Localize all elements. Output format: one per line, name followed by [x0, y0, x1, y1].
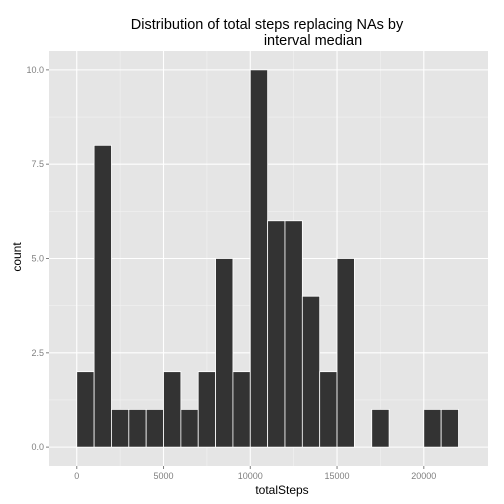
chart-title-line-1: Distribution of total steps replacing NA…	[131, 17, 404, 33]
y-tick-label: 0.0	[31, 442, 44, 452]
histogram-bar	[232, 371, 251, 448]
histogram-bar	[128, 409, 147, 448]
y-tick-label: 2.5	[31, 348, 44, 358]
histogram-bar	[163, 371, 182, 448]
x-tick-label: 5000	[154, 471, 174, 481]
histogram-bar	[197, 371, 216, 448]
histogram-bars	[76, 69, 459, 448]
histogram-bar	[440, 409, 459, 448]
histogram-bar	[215, 258, 234, 448]
histogram-bar	[111, 409, 130, 448]
x-axis-title: totalSteps	[255, 483, 308, 497]
y-tick-label: 7.5	[31, 159, 44, 169]
histogram-bar	[145, 409, 164, 448]
x-axis-ticks: 0 5000 10000 15000 20000	[74, 466, 436, 481]
x-tick-label: 0	[74, 471, 79, 481]
histogram-bar	[319, 371, 338, 448]
y-tick-label: 10.0	[26, 65, 44, 75]
histogram-bar	[76, 371, 95, 448]
y-tick-label: 5.0	[31, 254, 44, 264]
histogram-bar	[93, 144, 112, 448]
histogram-bar	[284, 220, 303, 448]
histogram-bar	[301, 295, 321, 448]
histogram-bar	[249, 69, 269, 448]
y-axis-title: count	[10, 242, 24, 272]
histogram-bar	[267, 220, 286, 448]
histogram-bar	[423, 409, 442, 448]
histogram-bar	[180, 409, 199, 448]
chart-title-line-2: interval median	[264, 33, 362, 49]
x-tick-label: 20000	[411, 471, 436, 481]
y-axis-ticks: 0.0 2.5 5.0 7.5 10.0	[26, 65, 49, 452]
x-tick-label: 10000	[238, 471, 263, 481]
x-tick-label: 15000	[325, 471, 350, 481]
histogram-bar	[371, 409, 390, 448]
histogram-bar	[336, 258, 355, 448]
